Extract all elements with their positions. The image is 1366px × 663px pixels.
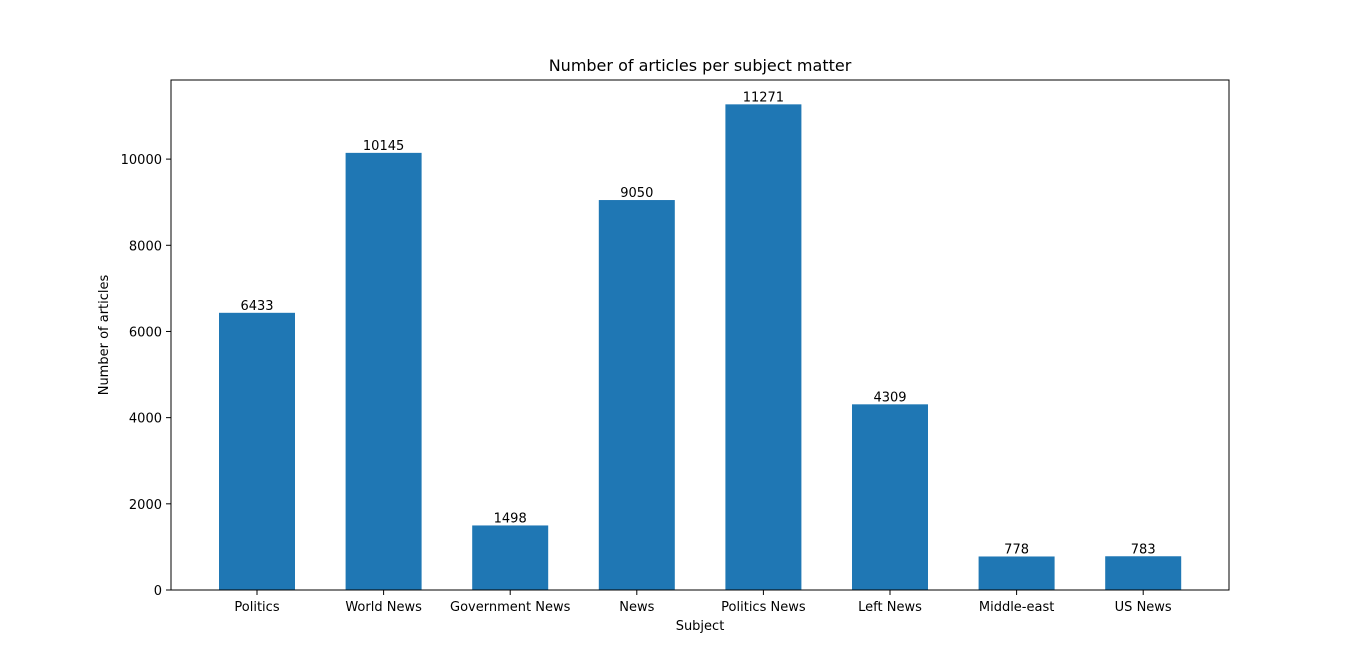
y-tick-label: 10000 — [121, 153, 162, 168]
data-label: 9050 — [620, 186, 653, 201]
y-tick-label: 8000 — [129, 239, 162, 254]
data-label: 4309 — [873, 390, 906, 405]
x-tick-label: Government News — [450, 600, 571, 615]
x-axis: Politics World News Government News News Pol… — [234, 590, 1172, 615]
x-tick-label: Middle-east — [979, 600, 1054, 615]
bars-group — [219, 104, 1182, 591]
plot-frame — [170, 79, 1230, 591]
y-tick-label: 0 — [154, 584, 162, 599]
x-tick-label: Politics — [234, 600, 279, 615]
bar-us-news — [1105, 556, 1182, 590]
x-tick-label: Left News — [858, 600, 922, 615]
y-axis-label: Number of articles — [97, 274, 112, 395]
bar-middle-east — [978, 556, 1055, 590]
y-tick-label: 6000 — [129, 325, 162, 340]
x-tick-label: World News — [345, 600, 422, 615]
bar-politics — [219, 312, 295, 590]
bar-world-news — [345, 152, 422, 591]
chart-title: Number of articles per subject matter — [549, 56, 852, 75]
y-tick-label: 2000 — [129, 498, 162, 513]
data-label: 1498 — [494, 511, 527, 526]
bar-news — [598, 200, 675, 590]
data-label: 10145 — [363, 139, 404, 154]
data-label: 11271 — [743, 90, 784, 105]
x-tick-label: News — [619, 600, 654, 615]
x-axis-label: Subject — [676, 619, 725, 634]
y-tick-label: 4000 — [129, 412, 162, 427]
data-labels-group: 6433 10145 1498 9050 11271 4309 778 783 — [240, 90, 1155, 557]
data-label: 6433 — [240, 299, 273, 314]
x-tick-label: Politics News — [721, 600, 806, 615]
bar-government-news — [472, 525, 549, 590]
bar-politics-news — [725, 104, 802, 590]
bar-left-news — [852, 404, 928, 590]
data-label: 783 — [1131, 542, 1156, 557]
data-label: 778 — [1004, 542, 1029, 557]
y-axis: 0 2000 4000 6000 8000 10000 — [121, 153, 171, 599]
x-tick-label: US News — [1115, 600, 1172, 615]
